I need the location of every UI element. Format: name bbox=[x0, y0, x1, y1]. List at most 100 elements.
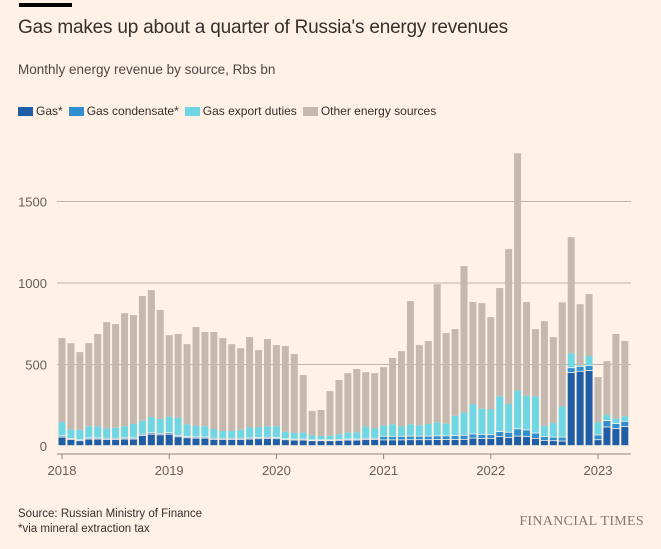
bar-segment-gas bbox=[165, 434, 173, 446]
bar-segment-gas bbox=[103, 439, 111, 446]
bar-segment-gas-condensate bbox=[380, 436, 388, 440]
bars bbox=[58, 153, 629, 446]
bar-stack bbox=[397, 351, 405, 446]
bar-segment-gas-export-duties bbox=[237, 429, 245, 438]
x-tick-label: 2019 bbox=[155, 463, 184, 478]
y-axis-labels: 0 500 1000 1500 bbox=[18, 195, 47, 455]
bar-stack bbox=[424, 341, 432, 446]
bar-segment-gas bbox=[415, 440, 423, 446]
bar-stack bbox=[523, 302, 531, 446]
footnote: *via mineral extraction tax bbox=[18, 523, 150, 535]
bar-segment-gas-export-duties bbox=[174, 417, 182, 436]
bar-segment-gas-export-duties bbox=[478, 408, 486, 434]
bar-segment-other-energy-sources bbox=[201, 332, 209, 427]
bar-segment-other-energy-sources bbox=[183, 344, 191, 425]
bar-stack bbox=[174, 334, 182, 446]
bar-stack bbox=[129, 315, 137, 446]
bar-segment-gas-export-duties bbox=[183, 424, 191, 437]
bar-segment-gas bbox=[612, 429, 620, 446]
bar-segment-gas-export-duties bbox=[272, 426, 280, 438]
bar-segment-gas-export-duties bbox=[531, 396, 539, 433]
bar-segment-gas-condensate bbox=[174, 435, 182, 437]
bar-segment-gas-export-duties bbox=[603, 414, 611, 421]
bar-segment-other-energy-sources bbox=[228, 344, 236, 432]
bar-stack bbox=[228, 344, 236, 446]
legend-label-gas-condensate: Gas condensate* bbox=[86, 104, 179, 118]
bar-stack bbox=[362, 372, 370, 446]
bar-stack bbox=[406, 301, 414, 446]
y-tick-label: 0 bbox=[40, 439, 47, 454]
bar-segment-other-energy-sources bbox=[237, 348, 245, 430]
bar-stack bbox=[505, 249, 513, 446]
bar-segment-gas bbox=[308, 441, 316, 446]
bar-segment-gas bbox=[433, 439, 441, 446]
bar-segment-gas-export-duties bbox=[424, 424, 432, 436]
bar-segment-other-energy-sources bbox=[478, 303, 486, 409]
bar-stack bbox=[263, 339, 271, 446]
bar-stack bbox=[58, 338, 66, 446]
bar-segment-gas bbox=[558, 441, 566, 446]
bar-segment-gas-export-duties bbox=[558, 406, 566, 437]
bar-stack bbox=[255, 350, 263, 446]
bar-segment-gas-condensate bbox=[549, 437, 557, 441]
bar-segment-gas-condensate bbox=[415, 436, 423, 440]
bar-segment-gas-condensate bbox=[424, 436, 432, 440]
bar-segment-gas bbox=[380, 440, 388, 446]
bar-segment-other-energy-sources bbox=[531, 329, 539, 397]
bar-segment-gas-condensate bbox=[147, 433, 155, 434]
bar-segment-gas bbox=[478, 438, 486, 446]
bar-segment-gas-condensate bbox=[514, 429, 522, 436]
bar-stack bbox=[621, 341, 629, 446]
bar-segment-gas bbox=[263, 438, 271, 446]
bar-segment-other-energy-sources bbox=[308, 410, 316, 436]
bar-segment-other-energy-sources bbox=[219, 338, 227, 431]
bar-stack bbox=[299, 375, 307, 446]
bar-segment-gas-export-duties bbox=[433, 422, 441, 436]
bar-stack bbox=[308, 410, 316, 446]
bar-segment-gas bbox=[210, 439, 218, 446]
bar-segment-gas-export-duties bbox=[112, 427, 120, 438]
bar-segment-other-energy-sources bbox=[389, 357, 397, 425]
bar-segment-gas-export-duties bbox=[138, 420, 146, 434]
bar-segment-gas bbox=[112, 439, 120, 446]
bar-segment-gas bbox=[281, 440, 289, 446]
bar-segment-gas bbox=[514, 436, 522, 446]
legend-swatch-gas-export-duties bbox=[184, 106, 200, 116]
bar-segment-gas-export-duties bbox=[76, 429, 84, 440]
bar-stack bbox=[531, 329, 539, 446]
bar-segment-other-energy-sources bbox=[192, 327, 200, 426]
bar-segment-gas-condensate bbox=[58, 436, 66, 437]
bar-segment-gas bbox=[540, 440, 548, 446]
bar-segment-gas-export-duties bbox=[165, 416, 173, 433]
bar-segment-other-energy-sources bbox=[469, 302, 477, 405]
bar-stack bbox=[219, 338, 227, 446]
bar-segment-gas bbox=[246, 439, 254, 446]
bar-segment-gas-export-duties bbox=[263, 426, 271, 437]
bar-stack bbox=[121, 313, 129, 446]
bar-segment-other-energy-sources bbox=[281, 346, 289, 432]
bar-segment-gas-export-duties bbox=[201, 426, 209, 437]
x-tick-label: 2021 bbox=[369, 463, 398, 478]
bar-stack bbox=[85, 343, 93, 446]
bar-segment-other-energy-sources bbox=[603, 361, 611, 415]
bar-segment-other-energy-sources bbox=[299, 375, 307, 433]
bar-segment-other-energy-sources bbox=[326, 391, 334, 436]
bar-segment-gas-export-duties bbox=[246, 427, 254, 438]
bar-stack bbox=[272, 345, 280, 446]
x-tick-label: 2018 bbox=[48, 463, 77, 478]
bar-stack bbox=[478, 303, 486, 446]
bar-segment-other-energy-sources bbox=[112, 324, 120, 428]
bar-stack bbox=[380, 367, 388, 446]
y-tick-label: 1000 bbox=[18, 276, 47, 291]
bar-segment-gas-export-duties bbox=[442, 423, 450, 436]
bar-segment-gas-export-duties bbox=[505, 403, 513, 432]
x-axis: 2018 2019 2020 2021 2022 2023 bbox=[48, 453, 631, 478]
bar-segment-gas bbox=[451, 439, 459, 446]
bar-segment-other-energy-sources bbox=[451, 329, 459, 416]
chart-subtitle: Monthly energy revenue by source, Rbs bn bbox=[18, 62, 276, 77]
legend-item-gas-export-duties: Gas export duties bbox=[184, 104, 297, 118]
bar-segment-gas-condensate bbox=[397, 436, 405, 440]
bar-segment-gas-export-duties bbox=[129, 424, 137, 438]
bar-segment-gas bbox=[531, 438, 539, 446]
bar-segment-other-energy-sources bbox=[94, 334, 102, 427]
